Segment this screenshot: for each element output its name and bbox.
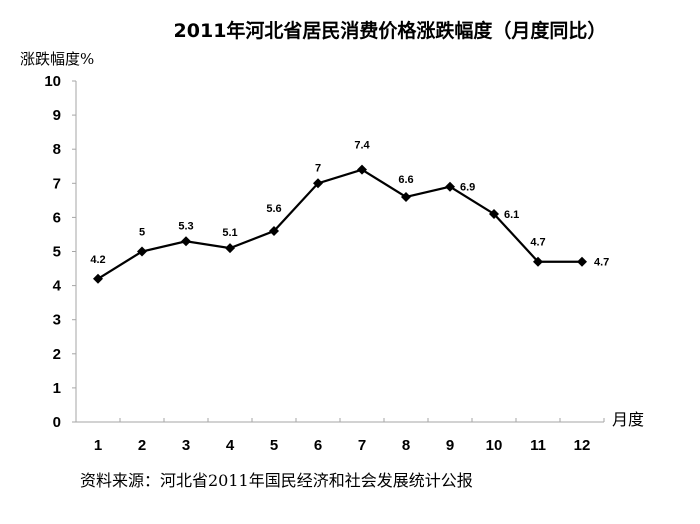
x-tick-label: 2 xyxy=(138,437,146,454)
data-label: 7.4 xyxy=(354,140,370,152)
chart-title: 2011年河北省居民消费价格涨跌幅度（月度同比） xyxy=(173,20,607,42)
diamond-marker xyxy=(181,236,191,247)
data-label: 7 xyxy=(315,162,321,174)
diamond-marker xyxy=(577,256,587,267)
data-label: 5 xyxy=(139,227,145,239)
data-label: 4.7 xyxy=(594,257,609,269)
source-note: 资料来源：河北省2011年国民经济和社会发展统计公报 xyxy=(80,471,473,490)
diamond-marker xyxy=(313,178,323,189)
y-tick-label: 2 xyxy=(53,346,61,363)
diamond-marker xyxy=(357,164,367,175)
y-tick-label: 6 xyxy=(53,209,61,226)
diamond-marker xyxy=(489,208,499,219)
data-label: 6.1 xyxy=(504,209,519,221)
data-label: 5.3 xyxy=(178,220,193,232)
data-label: 5.6 xyxy=(266,203,281,215)
diamond-marker xyxy=(269,226,279,237)
x-tick-label: 5 xyxy=(270,437,278,454)
x-tick-label: 11 xyxy=(530,437,546,454)
x-tick-label: 9 xyxy=(446,437,454,454)
x-tick-label: 7 xyxy=(358,437,366,454)
y-tick-label: 1 xyxy=(53,380,61,397)
diamond-marker xyxy=(225,243,235,254)
y-tick-label: 9 xyxy=(53,107,61,124)
y-tick-label: 8 xyxy=(53,141,61,158)
x-tick-label: 1 xyxy=(94,437,102,454)
y-tick-label: 10 xyxy=(44,73,61,90)
x-tick-label: 12 xyxy=(574,437,591,454)
diamond-marker xyxy=(137,246,147,257)
y-tick-label: 5 xyxy=(53,244,61,261)
x-tick-label: 6 xyxy=(314,437,322,454)
data-label: 4.2 xyxy=(90,254,105,266)
data-label: 4.7 xyxy=(530,237,545,249)
y-tick-label: 7 xyxy=(53,175,61,192)
x-axis-label: 月度 xyxy=(612,410,645,429)
y-tick-label: 4 xyxy=(53,278,62,295)
y-axis-label: 涨跌幅度% xyxy=(20,50,95,68)
x-tick-label: 10 xyxy=(486,437,503,454)
diamond-marker xyxy=(533,256,543,267)
diamond-marker xyxy=(93,273,103,284)
diamond-marker xyxy=(445,181,455,192)
y-tick-label: 0 xyxy=(53,414,61,431)
x-tick-label: 4 xyxy=(226,437,235,454)
data-label: 6.9 xyxy=(460,182,475,194)
diamond-marker xyxy=(401,191,411,202)
data-label: 5.1 xyxy=(222,227,237,239)
data-line xyxy=(97,168,582,280)
x-tick-label: 3 xyxy=(182,437,190,454)
y-tick-label: 3 xyxy=(53,312,61,329)
data-label: 6.6 xyxy=(398,174,413,186)
x-tick-label: 8 xyxy=(402,437,410,454)
